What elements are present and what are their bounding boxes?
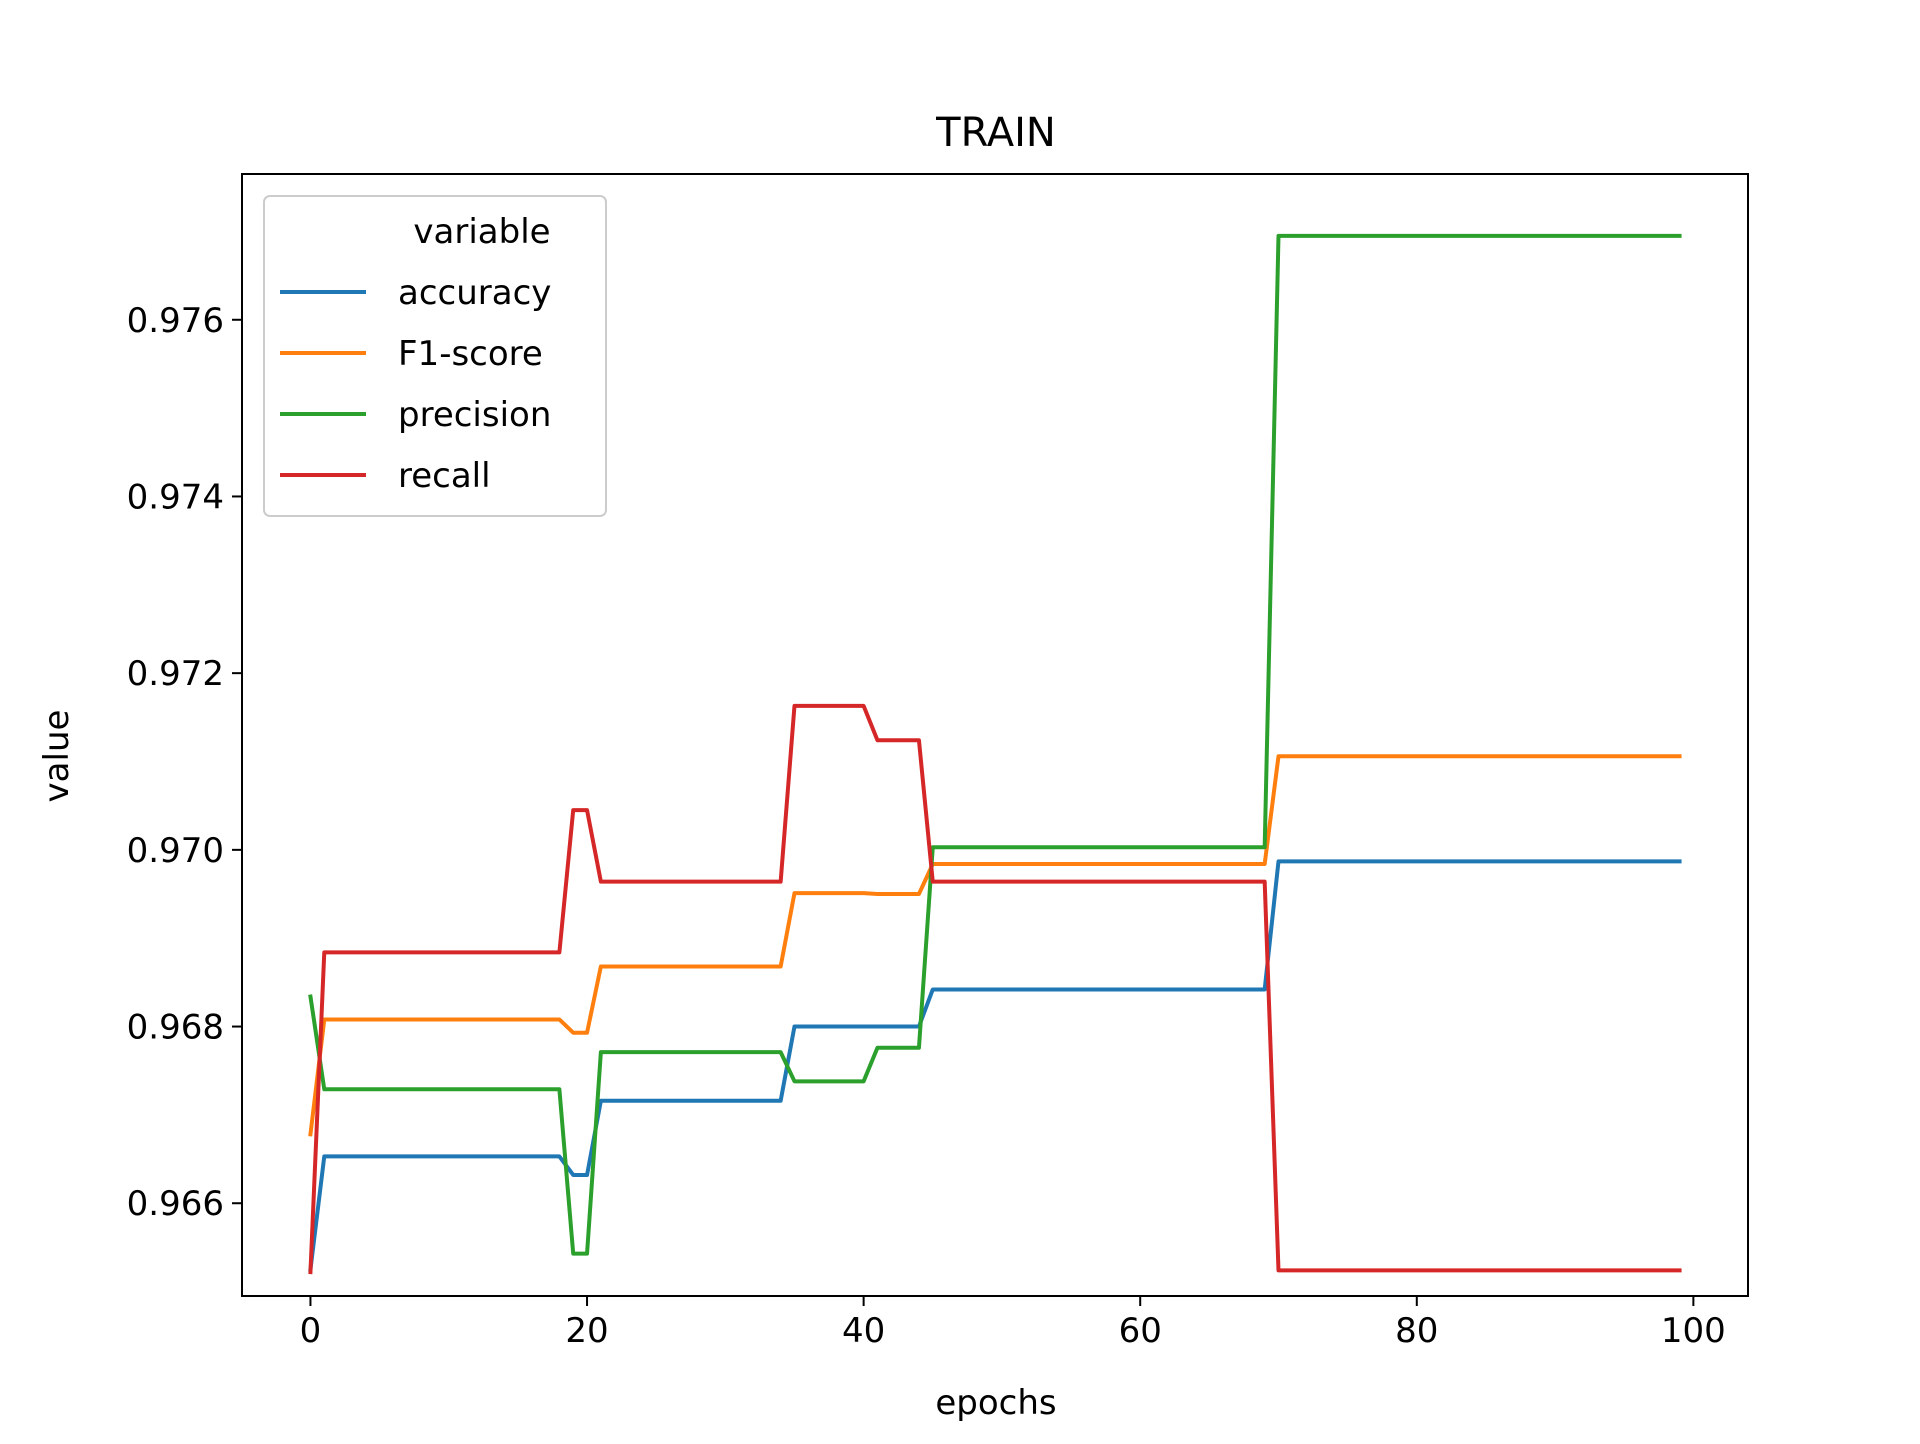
legend-label-accuracy: accuracy xyxy=(398,273,551,313)
y-axis: 0.966 0.968 0.970 0.972 0.974 0.976 xyxy=(127,301,242,1224)
series-line-recall xyxy=(308,703,1682,1275)
legend-label-precision: precision xyxy=(398,395,551,435)
legend-title: variable xyxy=(413,212,550,252)
x-tick-label: 100 xyxy=(1661,1311,1726,1351)
y-tick-label: 0.966 xyxy=(127,1184,224,1224)
x-tick-label: 0 xyxy=(300,1311,322,1351)
y-axis-label: value xyxy=(37,710,77,803)
plot-frame xyxy=(241,173,1749,1297)
x-tick-label: 40 xyxy=(842,1311,885,1351)
series-layer xyxy=(308,233,1682,1275)
legend: variable accuracy F1-score precision recall xyxy=(263,195,607,517)
legend-box xyxy=(263,195,607,517)
legend-label-f1-score: F1-score xyxy=(398,334,543,374)
x-tick-label: 20 xyxy=(565,1311,608,1351)
legend-items: accuracy F1-score precision recall xyxy=(280,273,551,496)
series-line-f1-score xyxy=(308,754,1682,1137)
y-tick-label: 0.974 xyxy=(127,477,224,517)
legend-label-recall: recall xyxy=(398,456,491,496)
y-tick-label: 0.970 xyxy=(127,831,224,871)
series-line-accuracy xyxy=(308,859,1682,1272)
y-tick-label: 0.968 xyxy=(127,1008,224,1048)
x-axis: 0 20 40 60 80 100 xyxy=(300,1296,1726,1351)
y-tick-label: 0.976 xyxy=(127,301,224,341)
x-tick-label: 80 xyxy=(1395,1311,1438,1351)
series-line-precision xyxy=(308,233,1682,1256)
chart-title: TRAIN xyxy=(935,110,1056,156)
y-tick-label: 0.972 xyxy=(127,654,224,694)
x-axis-label: epochs xyxy=(935,1383,1056,1423)
x-tick-label: 60 xyxy=(1119,1311,1162,1351)
